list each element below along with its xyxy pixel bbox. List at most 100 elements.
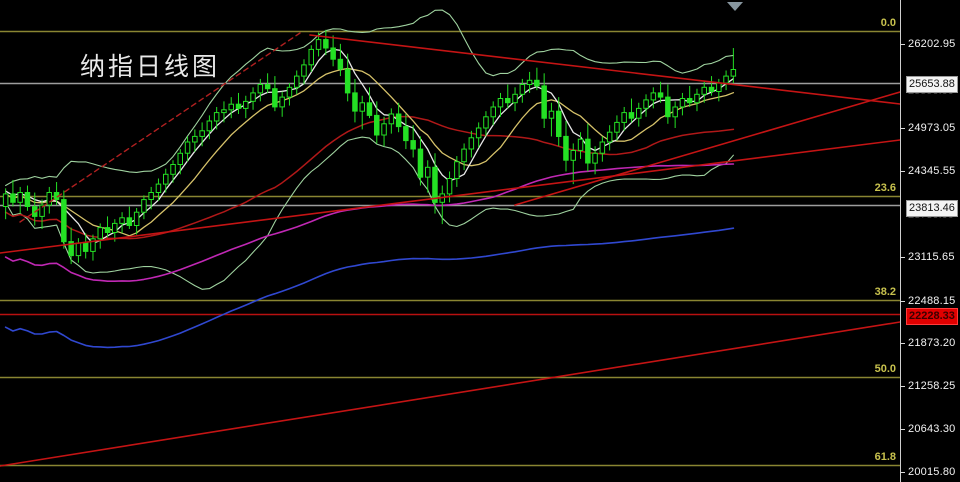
axis-tick-label: 21258.25 bbox=[908, 380, 956, 392]
candlestick bbox=[505, 84, 511, 109]
candlestick bbox=[243, 95, 249, 119]
candle-body bbox=[264, 84, 271, 90]
candlestick bbox=[133, 207, 140, 235]
candlestick bbox=[155, 178, 162, 201]
candle-body bbox=[374, 114, 380, 136]
candle-body bbox=[82, 242, 89, 252]
candlestick bbox=[701, 81, 707, 103]
candlestick bbox=[672, 101, 678, 129]
candle-body bbox=[519, 84, 526, 95]
candle-body bbox=[323, 39, 329, 49]
candlestick bbox=[97, 223, 103, 249]
candlestick bbox=[410, 125, 416, 158]
candle-body bbox=[2, 193, 9, 207]
candle-body bbox=[563, 135, 569, 161]
candle-body bbox=[628, 112, 635, 119]
candle-body bbox=[694, 93, 700, 104]
trendline-lower-rising-support[interactable] bbox=[0, 321, 900, 467]
candlestick bbox=[272, 76, 278, 112]
candle-body bbox=[636, 107, 642, 119]
candlestick bbox=[24, 185, 31, 211]
bollinger-lower-band bbox=[5, 136, 734, 290]
candle-body bbox=[657, 92, 664, 98]
candle-body bbox=[90, 238, 96, 252]
ma-red-line bbox=[4, 115, 735, 240]
trendline-dashed-rising-channel[interactable] bbox=[19, 32, 301, 223]
highlight-price-tag[interactable]: 23813.46 bbox=[906, 200, 958, 217]
candlestick bbox=[235, 92, 242, 114]
candle-body bbox=[235, 103, 242, 109]
axis-tick-mark bbox=[900, 257, 905, 258]
candlestick bbox=[359, 95, 365, 130]
candlestick bbox=[403, 113, 409, 150]
fib-level-label-23-6: 23.6 bbox=[874, 182, 896, 194]
candle-body bbox=[163, 173, 169, 185]
page-title: 纳指日线图 bbox=[80, 52, 221, 81]
candle-body bbox=[243, 100, 249, 109]
trendline-upper-descending-resistance[interactable] bbox=[309, 34, 900, 105]
price-axis[interactable]: 26202.9525590.0025653.8824973.0524345.55… bbox=[900, 0, 960, 482]
current-price-tag[interactable]: 22228.33 bbox=[906, 308, 958, 325]
candle-body bbox=[97, 227, 103, 240]
candlestick bbox=[388, 108, 395, 134]
candlestick bbox=[526, 71, 533, 93]
chart-svg bbox=[0, 9, 900, 467]
trendline-wedge-lower-support[interactable] bbox=[0, 139, 900, 254]
candlestick bbox=[730, 48, 737, 84]
candlestick bbox=[519, 78, 526, 103]
candlestick bbox=[548, 102, 555, 137]
candlestick bbox=[90, 234, 96, 261]
candlestick bbox=[490, 101, 496, 126]
triangle-down-marker-icon bbox=[727, 2, 743, 11]
candlestick bbox=[10, 179, 16, 207]
candlestick bbox=[585, 123, 591, 172]
candlestick bbox=[570, 143, 576, 185]
axis-tick-mark bbox=[900, 386, 905, 387]
candle-body bbox=[512, 93, 518, 104]
candle-body bbox=[417, 148, 424, 178]
candle-body bbox=[592, 152, 598, 164]
candle-body bbox=[483, 116, 489, 129]
candlestick bbox=[461, 143, 467, 171]
axis-tick-label: 21873.20 bbox=[908, 337, 956, 349]
candlestick bbox=[483, 111, 489, 137]
price-chart-plot[interactable]: 纳指日线图 0.0 23.6 38.2 50.0 61.8 bbox=[0, 0, 900, 482]
candlestick bbox=[177, 149, 183, 175]
candle-body bbox=[672, 106, 678, 118]
candle-body bbox=[359, 102, 365, 112]
axis-tick-label: 22488.15 bbox=[908, 295, 956, 307]
candle-body bbox=[294, 75, 300, 88]
candle-body bbox=[577, 138, 584, 151]
axis-tick-label: 24345.55 bbox=[908, 165, 956, 177]
highlight-price-tag[interactable]: 25653.88 bbox=[906, 76, 958, 93]
candlestick bbox=[46, 186, 52, 214]
candlestick bbox=[352, 78, 358, 123]
candle-body bbox=[730, 69, 737, 77]
candle-body bbox=[61, 199, 67, 243]
trendline-wedge-upper-extension[interactable] bbox=[514, 91, 900, 206]
candlestick bbox=[68, 227, 74, 265]
candlestick bbox=[199, 122, 205, 147]
bollinger-upper-band bbox=[5, 9, 734, 187]
candlestick bbox=[563, 120, 569, 172]
candle-body bbox=[352, 92, 358, 112]
axis-tick-label: 26202.95 bbox=[908, 38, 956, 50]
candle-body bbox=[46, 192, 52, 206]
candle-body bbox=[133, 211, 140, 226]
candlestick bbox=[686, 85, 693, 107]
candlestick bbox=[454, 156, 460, 187]
candlestick bbox=[374, 101, 380, 144]
candle-body bbox=[686, 98, 693, 104]
axis-vertical-line bbox=[900, 0, 901, 482]
candlestick bbox=[61, 190, 67, 249]
candle-body bbox=[643, 99, 649, 109]
candlestick bbox=[657, 81, 664, 103]
candle-body bbox=[388, 113, 395, 125]
candlestick bbox=[163, 168, 169, 193]
candle-body bbox=[24, 192, 31, 207]
candle-body bbox=[119, 217, 125, 224]
candle-body bbox=[228, 103, 234, 111]
candle-body bbox=[679, 98, 686, 108]
candle-body bbox=[716, 82, 722, 92]
candlestick bbox=[330, 35, 336, 67]
